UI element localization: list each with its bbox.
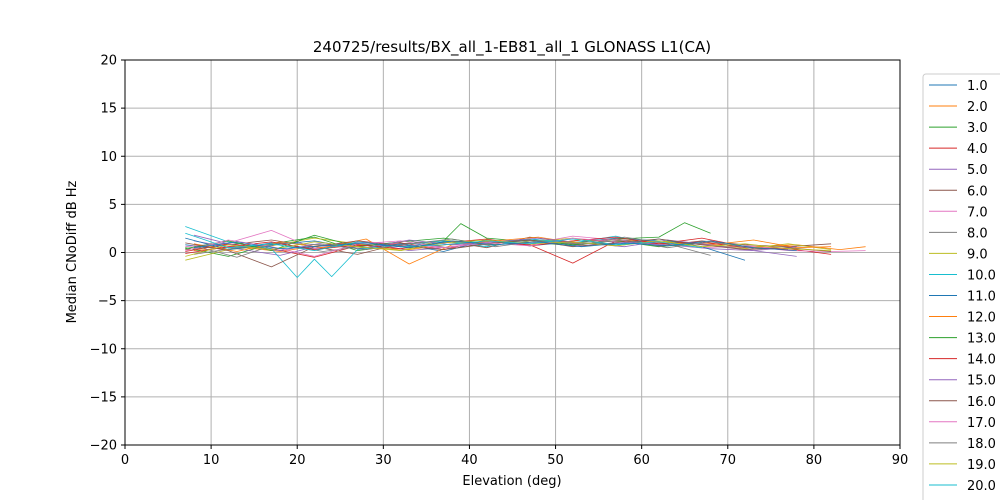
x-axis-label: Elevation (deg) bbox=[462, 474, 561, 489]
y-tick-label: 15 bbox=[100, 102, 117, 117]
legend-label-1.0: 1.0 bbox=[967, 79, 988, 94]
legend-label-18.0: 18.0 bbox=[967, 437, 996, 452]
legend-label-13.0: 13.0 bbox=[967, 332, 996, 347]
x-tick-label: 80 bbox=[806, 453, 823, 468]
legend-label-9.0: 9.0 bbox=[967, 247, 988, 262]
legend-label-19.0: 19.0 bbox=[967, 458, 996, 473]
x-tick-label: 60 bbox=[633, 453, 650, 468]
legend-label-12.0: 12.0 bbox=[967, 311, 996, 326]
y-tick-label: 10 bbox=[100, 150, 117, 165]
x-tick-label: 10 bbox=[203, 453, 220, 468]
series-line-17.0 bbox=[185, 237, 659, 257]
x-tick-label: 50 bbox=[547, 453, 564, 468]
y-tick-label: −10 bbox=[90, 342, 117, 357]
legend-label-6.0: 6.0 bbox=[967, 184, 988, 199]
legend-label-8.0: 8.0 bbox=[967, 226, 988, 241]
legend-label-3.0: 3.0 bbox=[967, 121, 988, 136]
series-line-20.0 bbox=[185, 232, 702, 252]
legend-label-4.0: 4.0 bbox=[967, 142, 988, 157]
legend-label-5.0: 5.0 bbox=[967, 163, 988, 178]
series-lines bbox=[185, 222, 866, 278]
y-tick-label: 5 bbox=[109, 198, 117, 213]
y-axis-label: Median CNoDiff dB Hz bbox=[65, 180, 80, 323]
x-tick-label: 30 bbox=[375, 453, 392, 468]
x-tick-label: 90 bbox=[892, 453, 909, 468]
x-tick-label: 40 bbox=[461, 453, 478, 468]
axis-ticks: 0 10 20 30 40 50 60 70 80 90 −20 −15 −10 −5 0 5 10 15 20 bbox=[90, 54, 909, 469]
y-tick-label: −5 bbox=[98, 294, 117, 309]
legend-label-11.0: 11.0 bbox=[967, 290, 996, 305]
legend-box bbox=[922, 73, 1000, 500]
y-tick-label: −20 bbox=[90, 439, 117, 454]
y-tick-label: −15 bbox=[90, 390, 117, 405]
legend-label-10.0: 10.0 bbox=[967, 268, 996, 283]
series-line-12.0 bbox=[193, 236, 832, 265]
legend-label-2.0: 2.0 bbox=[967, 100, 988, 115]
x-tick-label: 0 bbox=[121, 453, 129, 468]
legend-label-15.0: 15.0 bbox=[967, 374, 996, 389]
legend-label-14.0: 14.0 bbox=[967, 353, 996, 368]
y-tick-label: 20 bbox=[100, 54, 117, 69]
x-tick-label: 70 bbox=[720, 453, 737, 468]
x-tick-label: 20 bbox=[289, 453, 306, 468]
legend-label-16.0: 16.0 bbox=[967, 395, 996, 410]
legend-label-7.0: 7.0 bbox=[967, 205, 988, 220]
chart-title: 240725/results/BX_all_1-EB81_all_1 GLONA… bbox=[313, 38, 711, 57]
legend-label-20.0: 20.0 bbox=[967, 479, 996, 494]
legend: 1.0 2.0 3.0 4.0 5.0 6.0 7.0 8.0 9.0 10.0 11.0 12.0 1… bbox=[922, 73, 1000, 500]
legend-label-17.0: 17.0 bbox=[967, 416, 996, 431]
y-tick-label: 0 bbox=[109, 246, 117, 261]
series-line-19.0 bbox=[185, 239, 832, 257]
series-line-3.0 bbox=[185, 222, 711, 257]
series-line-21.0 bbox=[193, 240, 797, 251]
